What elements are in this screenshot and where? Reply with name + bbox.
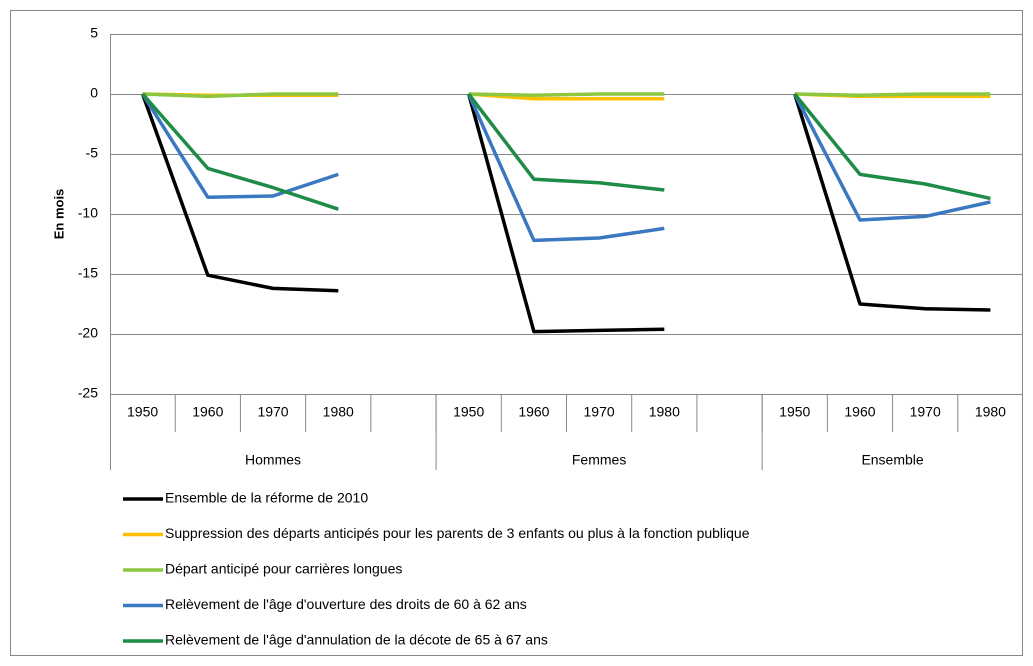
y-tick-label: -15 [78,265,98,281]
x-tick-label: 1970 [910,404,941,420]
legend-label: Relèvement de l'âge d'annulation de la d… [165,632,548,648]
x-tick-label: 1950 [779,404,810,420]
group-label: Hommes [245,452,301,468]
x-tick-label: 1950 [127,404,158,420]
y-tick-label: -10 [78,205,98,221]
x-tick-label: 1960 [192,404,223,420]
legend-label: Départ anticipé pour carrières longues [165,561,402,577]
series-line [140,93,991,334]
x-tick-label: 1970 [257,404,288,420]
x-tick-label: 1950 [453,404,484,420]
series-line [141,93,991,243]
x-tick-label: 1980 [323,404,354,420]
legend-label: Ensemble de la réforme de 2010 [165,490,368,506]
legend-label: Relèvement de l'âge d'ouverture des droi… [165,596,527,612]
y-tick-label: -5 [86,145,99,161]
x-tick-label: 1980 [649,404,680,420]
group-label: Ensemble [861,452,923,468]
x-tick-label: 1960 [844,404,875,420]
y-tick-label: -25 [78,385,98,401]
y-tick-label: -20 [78,325,98,341]
y-tick-label: 5 [90,25,98,41]
x-tick-label: 1970 [584,404,615,420]
group-label: Femmes [572,452,626,468]
series-line [142,92,991,99]
y-axis-label: En mois [51,189,66,240]
chart-border [10,10,1023,656]
y-tick-label: 0 [90,85,98,101]
x-tick-label: 1980 [975,404,1006,420]
legend-label: Suppression des départs anticipés pour l… [165,525,750,541]
x-tick-label: 1960 [518,404,549,420]
series-line [141,92,991,211]
